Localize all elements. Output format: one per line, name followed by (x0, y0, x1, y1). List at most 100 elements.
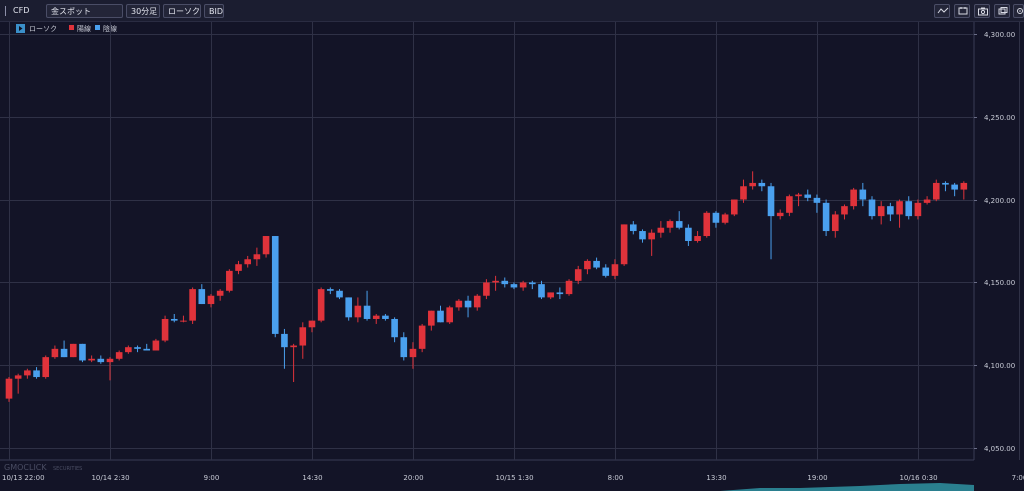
candle-up (455, 300, 463, 308)
drawing-icon[interactable] (954, 4, 970, 18)
candle-down (134, 347, 141, 349)
candle-down (60, 348, 68, 358)
candle-down (345, 297, 353, 318)
candle-down (712, 212, 720, 223)
candle-up (850, 189, 857, 207)
candle-down (593, 260, 600, 268)
candle-up (189, 289, 196, 321)
candle-down (464, 300, 472, 308)
watermark-brand: GMOCLICK (4, 463, 47, 472)
candle-down (942, 182, 949, 185)
candle-down (510, 284, 518, 288)
candle-down (170, 318, 178, 321)
candle-down (639, 231, 646, 240)
candle-down (887, 206, 894, 215)
up-swatch (69, 25, 74, 30)
candle-up (657, 227, 665, 233)
candle-down (529, 282, 536, 285)
candle-down (868, 199, 876, 217)
candle-up (428, 310, 435, 326)
settings-icon[interactable] (1013, 4, 1024, 18)
window-icon[interactable] (994, 4, 1010, 18)
candle-up (244, 259, 252, 265)
candle-up (207, 295, 215, 305)
candle-up (106, 358, 114, 363)
interval-select[interactable]: 30分足 (126, 4, 160, 18)
candle-down (198, 289, 206, 305)
candle-down (143, 348, 151, 351)
candle-up (932, 182, 940, 200)
candle-down (336, 290, 343, 298)
watermark-sub: SECURITIES (53, 466, 82, 472)
candle-up (565, 280, 573, 295)
candle-up (262, 236, 270, 255)
candle-down (437, 310, 444, 323)
candle-up (372, 315, 380, 319)
candle-down (629, 224, 637, 232)
candle-up (584, 260, 591, 270)
x-tick-label: 20:00 (403, 474, 423, 482)
x-tick-label: 7:00 (1012, 474, 1024, 482)
candle-up (354, 305, 362, 318)
candle-up (418, 325, 426, 349)
chart-type-select[interactable]: ローソク (163, 4, 201, 18)
candle-down (79, 343, 86, 361)
candle-up (519, 282, 527, 288)
y-tick-label: 4,250.00 (984, 114, 1015, 122)
candle-up (42, 357, 50, 378)
candle-up (795, 194, 802, 197)
candle-up (620, 224, 628, 265)
candle-up (547, 292, 554, 298)
candle-up (914, 202, 922, 217)
symbol-select[interactable]: 金スポット (46, 4, 123, 18)
candle-down (400, 337, 408, 358)
candle-down (675, 221, 683, 228)
play-icon[interactable] (16, 24, 25, 33)
candle-up (721, 214, 729, 223)
candle-down (33, 370, 40, 378)
x-tick-label: 9:00 (204, 474, 220, 482)
candle-up (409, 348, 417, 358)
candle-up (317, 289, 325, 321)
candle-up (648, 232, 655, 240)
candle-up (786, 196, 793, 213)
candle-up (666, 221, 674, 228)
candle-up (115, 352, 123, 359)
price-side-select[interactable]: BID (204, 4, 224, 18)
camera-icon[interactable] (974, 4, 990, 18)
x-tick-label: 8:00 (608, 474, 624, 482)
candle-up (308, 320, 316, 328)
x-tick-label: 14:30 (302, 474, 322, 482)
candle-down (327, 289, 334, 291)
candle-up (51, 348, 59, 358)
candle-up (180, 320, 187, 322)
market-label: CFD (13, 6, 30, 15)
x-tick-label: 13:30 (706, 474, 726, 482)
candle-down (501, 280, 509, 285)
legend-up-label: 陽線 (77, 25, 91, 33)
candle-up (841, 206, 848, 215)
candle-up (253, 254, 261, 260)
candle-up (896, 201, 903, 215)
candle-up (776, 212, 784, 217)
candle-up (749, 182, 756, 187)
candle-down (685, 227, 692, 241)
candle-up (923, 199, 931, 203)
candle-up (740, 186, 747, 200)
indicator-icon[interactable] (934, 4, 950, 18)
candle-up (88, 358, 95, 361)
toolbar-drag-handle (5, 6, 6, 16)
volume-area (720, 483, 974, 491)
candle-up (24, 370, 31, 376)
candles (5, 171, 968, 402)
legend-type-label: ローソク (29, 25, 57, 33)
candlestick-chart[interactable]: 4,300.00 4,250.00 4,200.00 4,150.00 4,100.00… (0, 22, 1024, 491)
candle-up (235, 264, 242, 271)
y-tick-label: 4,050.00 (984, 445, 1015, 453)
grid (0, 22, 1020, 461)
x-tick-label: 10/15 1:30 (495, 474, 533, 482)
candle-up (125, 347, 132, 353)
candle-down (363, 305, 371, 319)
candle-down (271, 236, 279, 334)
candle-down (538, 284, 545, 298)
